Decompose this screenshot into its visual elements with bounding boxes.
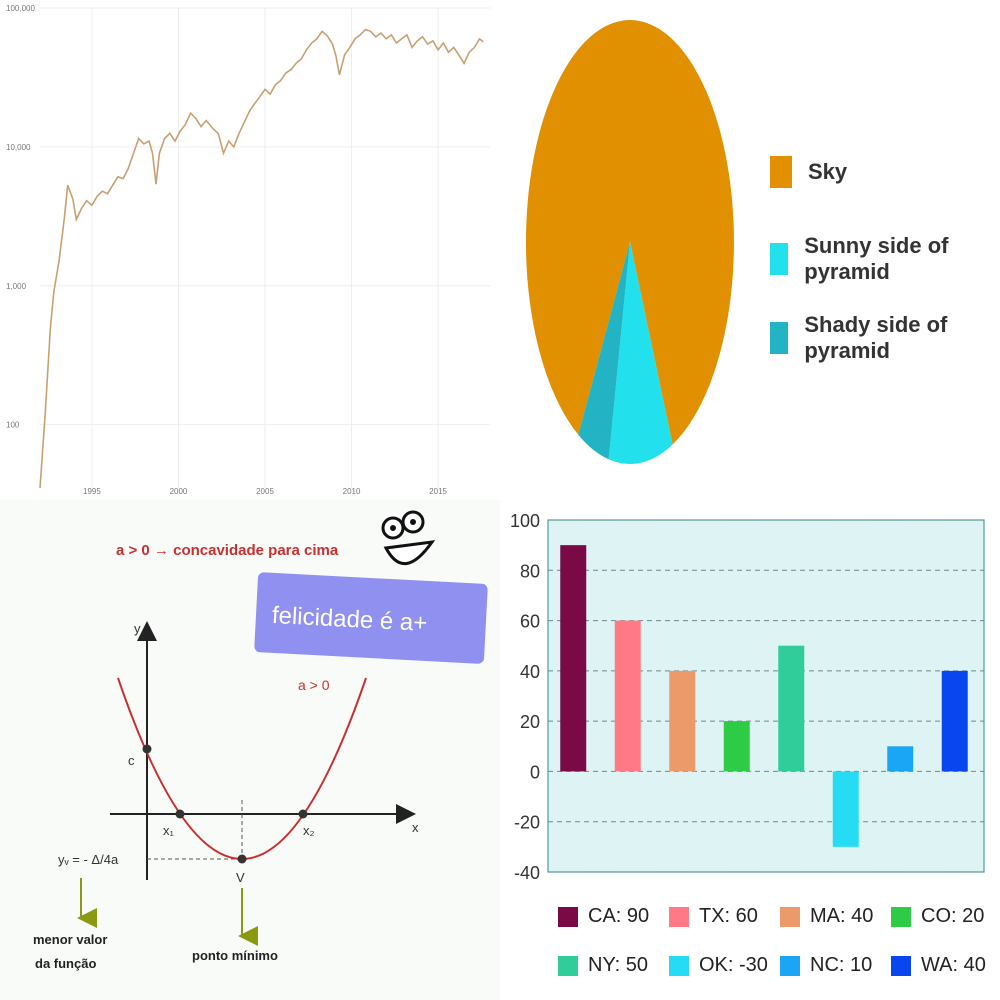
smiley-face-icon [381,510,436,566]
pie-legend-label: Shady side of pyramid [804,312,948,363]
note-min-value-1: menor valor [33,932,107,947]
label-x1: x₁ [163,823,175,838]
bar-legend-item: CA: 90 [558,905,649,928]
line-y-tick-label: 10,000 [6,143,31,152]
pie-legend-shady: Shady side of pyramid [770,312,1000,364]
label-c: c [128,753,135,768]
bar-legend-item: WA: 40 [891,954,986,977]
line-y-tick-label: 1,000 [6,282,27,291]
pie-slice [525,20,734,445]
bar-legend-label: CA: 90 [588,905,650,927]
bar-legend-swatch [891,955,911,976]
bar-y-tick-label: 80 [520,561,540,581]
pie-legend-label: Sky [808,159,848,184]
bar-NC [887,746,914,772]
point-c [142,744,152,754]
bar-legend-item: TX: 60 [669,905,758,928]
bar-y-tick-label: 100 [510,511,540,531]
bar-OK [832,771,859,847]
bar-plot-area [547,519,985,873]
bar-legend-item: NC: 10 [780,954,872,977]
bar-legend-item: CO: 20 [891,905,984,928]
pie-legend-sky: Sky [770,156,847,188]
bar-legend-label: NC: 10 [810,954,873,976]
label-vertex: V [236,870,245,885]
x-axis-label: x [412,820,419,835]
pie-chart-panel [500,0,1000,500]
line-x-tick-label: 2015 [429,487,447,496]
y-axis-label: y [134,621,141,636]
bar-y-tick-label: -40 [514,863,540,883]
sticker: felicidade é a+ [254,572,488,664]
pie-legend-swatch [770,243,789,275]
bar-legend-swatch [558,906,578,927]
bar-legend-swatch [891,906,911,927]
line-series [39,28,484,489]
line-x-tick-label: 2000 [170,487,188,496]
pie-legend-label: Sunny side of pyramid [804,233,949,284]
bar-legend-label: CO: 20 [921,905,985,927]
curve-label: a > 0 [298,677,330,693]
bar-legend-swatch [780,906,800,927]
note-min-value-2: da função [35,956,96,971]
line-y-tick-label: 100 [6,421,20,430]
bar-y-tick-label: 20 [520,712,540,732]
line-y-tick-label: 100,000 [6,4,35,13]
bar-legend-item: MA: 40 [780,905,873,928]
bar-legend-label: WA: 40 [921,954,986,976]
bar-legend-label: MA: 40 [810,905,874,927]
bar-legend-swatch [669,955,689,976]
bar-MA [669,670,696,772]
label-x2: x₂ [303,823,315,838]
bar-legend-label: TX: 60 [699,905,758,927]
bar-TX [614,620,641,772]
pie-slice [578,242,630,460]
line-x-tick-label: 1995 [83,487,101,496]
bar-y-tick-label: -20 [514,813,540,833]
line-x-tick-label: 2010 [343,487,361,496]
bar-legend-label: NY: 50 [588,954,649,976]
parabola-diagram-panel: a > 0 → concavidade para cima felicidade… [0,500,500,1000]
bar-y-tick-label: 0 [530,762,540,782]
bar-legend-label: OK: -30 [699,954,768,976]
bar-legend-swatch [669,906,689,927]
bar-chart-panel: 100 80 60 40 20 0 -20 -40 CA: 90 TX: 60 MA: 40 CO:… [500,500,1000,1000]
pie-slice [608,242,673,464]
line-chart: 100,000 10,000 1,000 100 1995 2000 2005 2010 20… [6,4,490,496]
bar-y-tick-label: 40 [520,662,540,682]
bar-NY [778,645,805,772]
point-x1 [175,809,185,819]
pie-chart [525,20,734,464]
bar-legend-item: NY: 50 [558,954,648,977]
point-vertex [237,854,247,864]
label-yv: yᵥ = - Δ/4a [58,852,119,867]
bar-legend-item: OK: -30 [669,954,768,977]
pie-legend-swatch [770,322,789,354]
pie-legend-sunny: Sunny side of pyramid [770,233,1000,285]
bar-CA [560,545,587,772]
line-chart-panel: 100,000 10,000 1,000 100 1995 2000 2005 2010 20… [0,0,500,500]
bar-CO [723,721,750,772]
bar-WA [941,670,968,772]
point-x2 [298,809,308,819]
pie-legend-swatch [770,156,792,188]
parabola-diagram: a > 0 → concavidade para cima felicidade… [33,510,488,971]
bar-legend-swatch [558,955,578,976]
bar-chart: 100 80 60 40 20 0 -20 -40 [510,511,985,883]
note-min-point: ponto mínimo [192,948,278,963]
diagram-header: a > 0 → concavidade para cima [116,542,339,559]
line-x-tick-label: 2005 [256,487,274,496]
bar-legend-swatch [780,955,800,976]
bar-y-tick-label: 60 [520,612,540,632]
